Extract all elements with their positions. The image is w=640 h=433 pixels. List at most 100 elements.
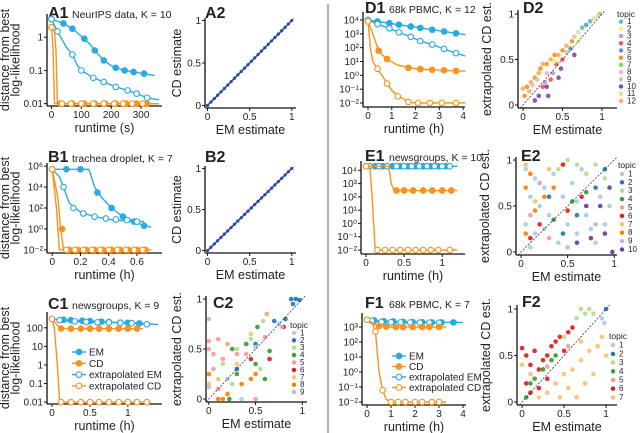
data-point	[452, 49, 460, 57]
data-point-topic-6	[561, 348, 567, 354]
data-point	[105, 246, 113, 254]
data-point	[140, 70, 148, 78]
y-tick-label: 10⁴	[28, 183, 43, 194]
data-point	[386, 24, 393, 32]
x-tick-label: 2	[412, 409, 418, 420]
y-tick-label: 10²	[344, 337, 359, 348]
panel-label: E2	[521, 148, 541, 165]
data-point-topic-6	[544, 61, 549, 67]
y-tick-label: 0.5	[187, 59, 201, 70]
data-point	[438, 187, 446, 194]
data-point	[407, 33, 415, 41]
data-point-topic-6	[544, 376, 550, 382]
data-point	[77, 398, 85, 406]
panel-label: D2	[523, 0, 544, 17]
panel-c1: C1 newsgroups, K = 9 0 0.5 1 100 10 1 0.1 0.01 run…	[0, 296, 162, 433]
legend-label: 6	[628, 211, 633, 220]
panel-subtitle: newsgroups, K = 10	[389, 152, 482, 164]
data-point	[452, 67, 460, 75]
data-point-topic-5	[583, 22, 589, 28]
data-point	[411, 398, 419, 406]
data-point	[400, 162, 408, 170]
x-axis-title: runtime (h)	[383, 269, 443, 283]
data-point	[389, 246, 397, 254]
y-tick-label: 10³	[343, 179, 358, 190]
data-point	[113, 246, 121, 254]
data-point	[440, 28, 448, 35]
data-point-topic-1	[565, 222, 570, 227]
data-point-topic-7	[586, 348, 592, 354]
data-point-topic-2	[560, 231, 566, 236]
data-point-topic-3	[220, 361, 226, 367]
x-tick-label: 1	[388, 409, 394, 420]
data-point	[416, 24, 424, 32]
data-point	[395, 28, 403, 36]
y-tick-label: 0.01	[24, 398, 44, 409]
y-tick-label: 0.5	[188, 345, 202, 356]
legend-label: 3	[300, 343, 305, 352]
x-tick-label: 0.5	[556, 112, 570, 123]
series-line-extrapolated-cd	[50, 27, 160, 105]
legend-label: extrapolated CD	[409, 383, 481, 394]
data-point-topic-8	[532, 208, 538, 213]
data-point-topic-10	[545, 93, 551, 99]
panel-label: B2	[205, 149, 226, 166]
data-point-topic-9	[564, 49, 569, 55]
data-point	[435, 246, 442, 254]
x-tick-label: 4	[460, 111, 466, 122]
data-point-topic-1	[556, 240, 561, 246]
data-point	[86, 398, 94, 406]
data-point-topic-6	[267, 356, 272, 362]
legend-label: 1	[628, 169, 633, 178]
data-point-topic-3	[578, 306, 584, 312]
data-point-topic-7	[574, 395, 579, 400]
panel-subtitle: 68k PBMC, K = 7	[389, 299, 470, 311]
data-point-topic-6	[569, 39, 575, 44]
panel-label: F1	[365, 295, 384, 312]
x-tick-label: 0	[364, 409, 370, 420]
legend-label: EM	[89, 348, 104, 359]
panel-label: B1	[48, 149, 69, 166]
data-point	[79, 210, 87, 217]
y-tick-label: 10²	[29, 204, 44, 215]
data-point	[91, 213, 98, 220]
legend-label: 10	[627, 82, 636, 91]
data-point-topic-5	[544, 364, 550, 369]
data-point	[70, 204, 77, 212]
data-point-topic-1	[593, 240, 598, 246]
data-point-topic-6	[519, 345, 525, 351]
data-point-topic-6	[553, 339, 558, 344]
data-point-topic-6	[248, 356, 254, 362]
data-point-topic-2	[271, 318, 277, 324]
data-point	[383, 80, 391, 87]
legend-label: 9	[300, 388, 305, 397]
data-point	[402, 398, 409, 406]
legend-label: 4	[628, 195, 633, 204]
y-tick-label: 0	[196, 395, 202, 406]
legend-marker	[291, 338, 297, 343]
data-point-topic-11	[575, 29, 581, 35]
data-point	[405, 64, 412, 72]
data-point	[416, 65, 424, 73]
x-axis-title: runtime (h)	[384, 122, 444, 136]
data-point	[374, 246, 381, 254]
y-tick-label: 0.5	[187, 205, 201, 216]
legend-label: 7	[627, 60, 632, 69]
x-tick-label: 200	[103, 110, 120, 121]
data-point-topic-6	[536, 367, 542, 372]
data-point-topic-1	[579, 166, 584, 172]
data-point-topic-10	[588, 235, 594, 241]
y-tick-label: 10³	[345, 29, 360, 40]
data-point-topic-6	[532, 348, 537, 354]
legend-label: 5	[627, 46, 632, 55]
x-tick-label: 4	[460, 409, 466, 420]
y-tick-label: 10⁴	[344, 16, 359, 27]
series-line-cd	[367, 21, 466, 72]
legend-marker	[618, 55, 624, 60]
data-point	[133, 218, 141, 225]
data-point-topic-6	[528, 362, 533, 368]
y-tick-label: 1	[195, 16, 201, 27]
data-point-topic-11	[591, 16, 597, 21]
